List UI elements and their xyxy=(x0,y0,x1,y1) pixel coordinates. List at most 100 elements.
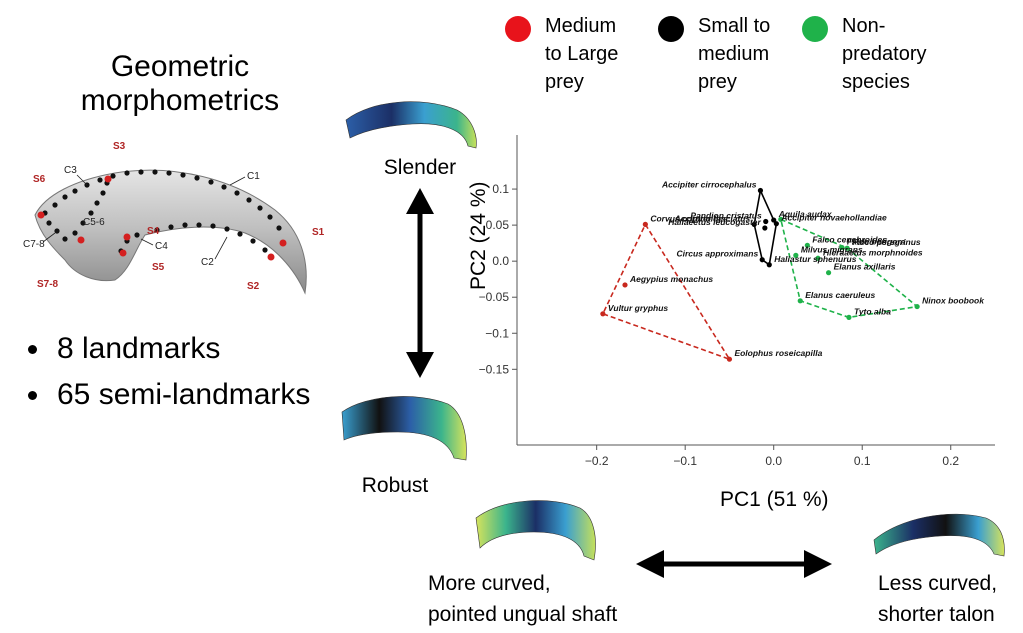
data-point xyxy=(778,216,784,222)
point-label: Pandion cristatus xyxy=(690,211,762,221)
point-label: Vultur gryphus xyxy=(608,303,669,313)
data-point xyxy=(642,221,648,227)
y-tick-label: 0.1 xyxy=(492,182,509,196)
curve-label-c3: C3 xyxy=(64,165,77,176)
point-label: Tyto alba xyxy=(854,306,891,316)
label-less-curved: Less curved, shorter talon xyxy=(878,568,997,630)
x-tick-label: 0.0 xyxy=(765,454,782,468)
point-label: Falco berigora xyxy=(847,236,906,246)
x-axis-label: PC1 (51 %) xyxy=(720,488,829,511)
point-label: Accipiter cirrocephalus xyxy=(661,180,757,190)
point-label: Elanus caeruleus xyxy=(805,290,875,300)
curve-label-c7-8: C7-8 xyxy=(23,239,45,250)
bullet-dot xyxy=(28,344,37,354)
point-label: Falco peregrinus xyxy=(852,237,921,247)
legend-label: Small to medium prey xyxy=(698,12,770,96)
landmark-label-s5: S5 xyxy=(152,262,165,273)
y-tick-label: 0.05 xyxy=(486,218,510,232)
y-tick-label: 0.0 xyxy=(492,254,509,268)
bullet-text: 8 landmarks xyxy=(57,332,221,365)
horizontal-double-arrow xyxy=(636,550,832,578)
title-line-1: Geometric xyxy=(110,50,250,83)
hull-series-2 xyxy=(779,217,919,319)
landmark-label-s7-8: S7-8 xyxy=(37,279,59,290)
chart-point-labels: Corvus coronoides Aegypius monachus Vultur… xyxy=(608,180,985,359)
data-point xyxy=(771,217,777,223)
shape-thumbnail-more-curved xyxy=(475,500,596,561)
chart-axes: −0.2 −0.1 0.0 0.1 0.2 0.1 0.05 0.0 −0.05 −0.1 −0.1… xyxy=(479,135,995,468)
point-label: Ninox boobook xyxy=(922,296,985,306)
point-label: Milvus migrans xyxy=(801,244,863,254)
bullet-text: 65 semi-landmarks xyxy=(57,378,311,411)
data-point xyxy=(622,282,628,288)
landmark-label-s2: S2 xyxy=(247,281,260,292)
landmark-labels: S1 S2 S3 S4 S5 S6 S7-8 xyxy=(33,141,325,292)
data-point xyxy=(815,255,821,261)
x-tick-label: −0.2 xyxy=(585,454,609,468)
chart-points xyxy=(600,187,920,362)
legend: Medium to Large prey Small to medium pre… xyxy=(505,12,1023,102)
point-label: Aquila audax xyxy=(778,209,833,219)
data-point xyxy=(600,311,606,317)
bullet-item: 65 semi-landmarks xyxy=(28,372,310,418)
point-label: Aegypius monachus xyxy=(629,274,713,284)
data-point xyxy=(763,218,769,225)
data-point xyxy=(804,242,810,248)
data-point xyxy=(844,245,850,251)
curve-label-c5-6: C5-6 xyxy=(83,217,105,228)
legend-line: species xyxy=(842,71,910,93)
legend-swatch-black xyxy=(658,16,684,42)
legend-line: to Large xyxy=(545,43,619,65)
caption-line: More curved, xyxy=(428,572,551,595)
label-robust: Robust xyxy=(361,474,429,497)
legend-label: Non- predatory species xyxy=(842,12,927,96)
caption-line: pointed ungual shaft xyxy=(428,603,618,626)
talon-illustration: S1 S2 S3 S4 S5 S6 S7-8 C1 C2 C3 C4 C5-6 … xyxy=(23,141,325,295)
label-slender: Slender xyxy=(383,156,457,179)
y-axis-label: PC2 (24 %) xyxy=(467,181,490,290)
point-label: Falco cenchroides xyxy=(812,234,887,244)
caption-line: Less curved, xyxy=(878,572,998,595)
data-point xyxy=(793,252,799,258)
point-label: Circus approximans xyxy=(676,249,758,259)
legend-item-small-medium: Small to medium prey xyxy=(658,12,770,96)
legend-line: Small to xyxy=(698,15,771,37)
y-tick-label: −0.15 xyxy=(479,362,510,376)
title-line-2: morphometrics xyxy=(80,84,280,117)
data-point xyxy=(846,314,852,320)
semi-landmark-dots xyxy=(42,169,282,254)
point-label: Corvus coronoides xyxy=(650,213,728,223)
legend-line: Non- xyxy=(842,15,886,37)
point-label: Elanus axillaris xyxy=(834,262,896,272)
legend-label: Medium to Large prey xyxy=(545,12,618,96)
data-point xyxy=(759,257,765,263)
data-point xyxy=(751,221,757,227)
legend-swatch-green xyxy=(802,16,828,42)
legend-line: prey xyxy=(698,71,737,93)
shape-thumbnail-robust xyxy=(341,396,467,461)
point-label: Accipiter novaehollandiae xyxy=(780,213,887,223)
curve-labels: C1 C2 C3 C4 C5-6 C7-8 xyxy=(23,165,260,268)
legend-line: medium xyxy=(698,43,770,65)
data-point xyxy=(839,244,845,251)
data-point xyxy=(762,225,768,231)
legend-line: predatory xyxy=(842,43,927,65)
page-title: Geometric morphometrics xyxy=(60,50,300,118)
bullet-dot xyxy=(28,390,37,400)
legend-swatch-red xyxy=(505,16,531,42)
shape-thumbnail-slender xyxy=(345,101,477,149)
point-label: Accipiter fasciatus xyxy=(674,213,751,223)
landmark-label-s6: S6 xyxy=(33,174,46,185)
hull-series-0 xyxy=(601,222,732,361)
curve-label-c2: C2 xyxy=(201,257,214,268)
label-leader-lines xyxy=(42,174,246,260)
point-label: Haliaeetus leucogaster xyxy=(668,217,761,227)
data-point xyxy=(766,262,772,268)
point-label: Eolophus roseicapilla xyxy=(734,348,822,358)
landmark-label-s4: S4 xyxy=(147,226,160,237)
point-label: Hieraaetus morphnoides xyxy=(823,247,923,257)
label-more-curved: More curved, pointed ungual shaft xyxy=(428,568,617,630)
data-point xyxy=(914,303,920,310)
point-label: Haliastur sphenurus xyxy=(774,254,856,264)
pca-scatter-chart: −0.2 −0.1 0.0 0.1 0.2 0.1 0.05 0.0 −0.05 −0.1 −0.1… xyxy=(479,135,995,468)
